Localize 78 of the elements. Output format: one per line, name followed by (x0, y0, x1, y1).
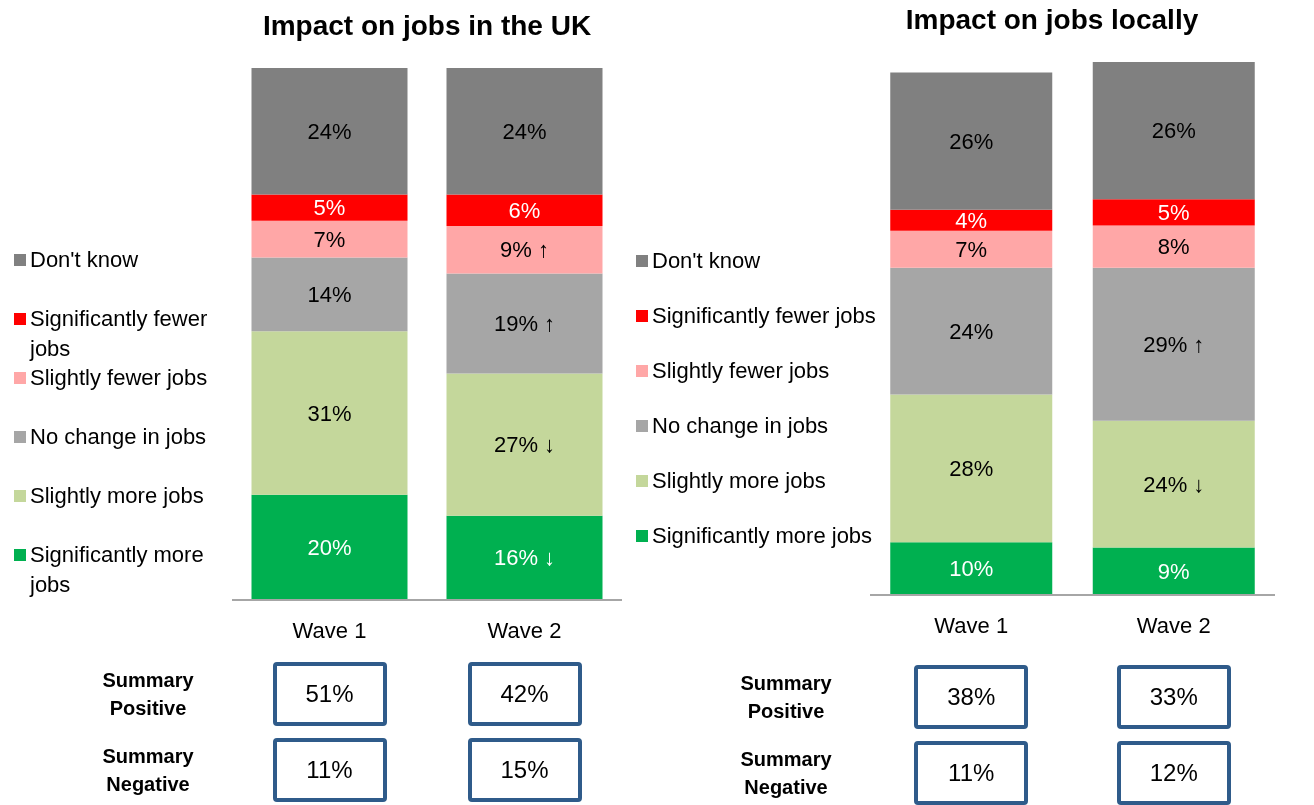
bar (446, 373, 603, 516)
legend-label: Slightly more jobs (652, 467, 826, 495)
bar (1092, 225, 1255, 268)
bar (446, 68, 603, 195)
bar (890, 209, 1053, 231)
bar (251, 331, 408, 495)
text: 12% (1116, 741, 1231, 805)
data-label: 5% (313, 195, 346, 221)
legend-label: Significantly fewer jobs (30, 305, 209, 363)
legend-label: Slightly more jobs (30, 482, 204, 510)
data-label: 16% ↓ (493, 545, 556, 571)
bar (446, 226, 603, 274)
bar (1092, 420, 1255, 548)
legend-label: Don't know (652, 247, 761, 275)
x-tick-label: Wave 2 (1136, 612, 1211, 638)
data-label: 24% (502, 118, 547, 144)
bar (890, 230, 1053, 268)
data-label: 8% (1157, 234, 1190, 260)
bar (446, 515, 603, 600)
data-label: 9% ↑ (500, 237, 549, 263)
x-tick-label: Wave 1 (934, 612, 1009, 638)
text: Summary Positive (739, 671, 833, 724)
text: 38% (914, 665, 1029, 729)
text: 51% (272, 662, 387, 726)
legend-label: No change in jobs (30, 423, 207, 451)
text: 15% (467, 738, 582, 802)
bar (251, 68, 408, 195)
legend-label: Significantly fewer jobs (652, 302, 876, 330)
bar (1092, 547, 1255, 595)
bar (446, 273, 603, 374)
data-label: 26% (1151, 118, 1196, 144)
data-label: 31% (307, 400, 352, 426)
data-label: 29% ↑ (1143, 331, 1205, 357)
legend-label: No change in jobs (652, 412, 829, 440)
bar (890, 394, 1053, 543)
legend-label: Significantly more jobs (652, 522, 873, 550)
legend-label: Significantly more jobs (30, 541, 205, 599)
bar (251, 494, 408, 600)
legend-label: Slightly fewer jobs (652, 357, 830, 385)
bar (251, 220, 408, 258)
data-label: 24% ↓ (1143, 471, 1205, 497)
bar (1092, 267, 1255, 421)
x-tick-label: Wave 1 (292, 617, 367, 643)
legend-label: Slightly fewer jobs (30, 364, 208, 392)
bar (251, 194, 408, 221)
bar (1092, 62, 1255, 200)
bar (890, 542, 1053, 595)
data-label: 5% (1157, 199, 1190, 225)
text: 11% (914, 741, 1029, 805)
text: Summary Positive (101, 668, 195, 721)
data-label: 10% (949, 556, 994, 582)
data-label: 27% ↓ (493, 432, 556, 458)
data-label: 28% (949, 455, 994, 481)
bar (890, 267, 1053, 395)
data-label: 7% (955, 236, 988, 262)
text: 11% (272, 738, 387, 802)
text: 42% (467, 662, 582, 726)
data-label: 9% (1157, 558, 1190, 584)
data-label: 19% ↑ (493, 310, 556, 336)
bar (890, 72, 1053, 210)
data-label: 14% (307, 282, 352, 307)
bar (251, 257, 408, 332)
bar (446, 194, 603, 227)
data-label: 26% (949, 128, 994, 154)
text: Summary Negative (739, 747, 833, 800)
text: Summary Negative (101, 744, 195, 797)
data-label: 20% (307, 534, 352, 560)
legend-label: Don't know (30, 246, 139, 274)
x-tick-label: Wave 2 (487, 617, 562, 643)
chart-title: Impact on jobs in the UK (261, 10, 593, 42)
bar (1092, 199, 1255, 226)
data-label: 6% (508, 197, 541, 223)
data-label: 7% (313, 226, 346, 252)
chart-title: Impact on jobs locally (904, 4, 1200, 36)
data-label: 24% (949, 318, 994, 344)
data-label: 24% (307, 118, 352, 144)
data-label: 4% (955, 207, 988, 233)
text: 33% (1116, 665, 1231, 729)
